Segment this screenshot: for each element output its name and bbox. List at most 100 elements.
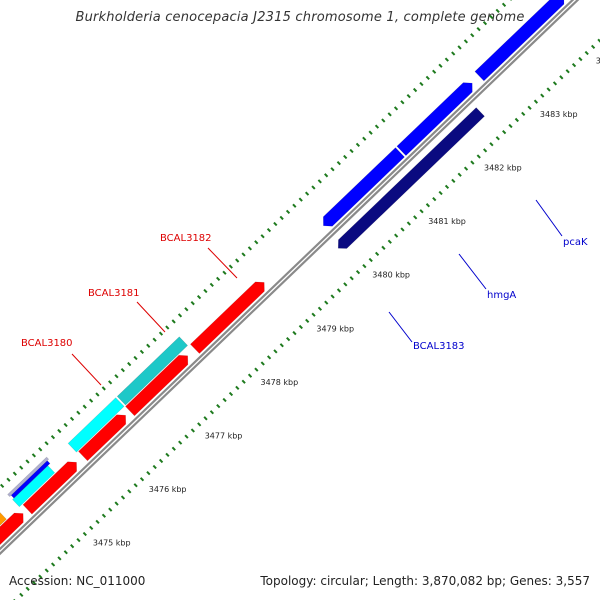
outer-tick-mark	[165, 325, 170, 330]
gene-label-leader	[458, 253, 487, 290]
inner-tick-mark	[336, 288, 342, 293]
accession-text: Accession: NC_011000	[9, 574, 146, 588]
outer-tick-mark	[406, 94, 411, 99]
inner-tick-mark	[584, 50, 589, 56]
gene-label-leader	[136, 301, 166, 333]
inner-tick-mark	[552, 81, 558, 86]
outer-tick-mark	[476, 27, 481, 32]
inner-tick-mark	[95, 519, 100, 524]
outer-tick-mark	[44, 441, 49, 446]
inner-tick-mark	[527, 105, 532, 110]
scale-tick-label: 3484 kbp	[596, 57, 600, 66]
inner-tick-mark	[317, 306, 323, 311]
inner-tick-mark	[374, 251, 380, 257]
inner-tick-mark	[444, 184, 450, 190]
inner-tick-mark	[133, 483, 138, 488]
inner-tick-mark	[362, 263, 367, 269]
gene-feature	[7, 456, 50, 498]
outer-tick-mark	[368, 130, 373, 135]
outer-tick-mark	[0, 483, 5, 488]
gene-label-leader	[388, 311, 413, 343]
outer-tick-mark	[88, 398, 94, 403]
outer-tick-mark	[228, 264, 233, 269]
outer-tick-mark	[158, 331, 164, 336]
backbone-line	[0, 0, 580, 556]
outer-tick-mark	[400, 100, 405, 105]
gene-label: hmgA	[487, 290, 516, 301]
outer-tick-mark	[349, 148, 354, 154]
inner-tick-mark	[241, 379, 246, 384]
inner-tick-mark	[82, 531, 87, 537]
inner-tick-mark	[235, 385, 240, 391]
inner-tick-mark	[565, 69, 570, 74]
gene-feature	[125, 354, 189, 417]
outer-tick-mark	[25, 459, 30, 464]
inner-tick-mark	[324, 300, 329, 305]
outer-tick-mark	[19, 465, 24, 470]
inner-tick-mark	[31, 580, 37, 585]
inner-tick-mark	[25, 586, 30, 591]
gene-feature	[22, 461, 78, 515]
outer-tick-mark	[317, 179, 322, 184]
inner-tick-mark	[400, 227, 405, 232]
outer-tick-mark	[451, 51, 456, 56]
inner-tick-mark	[305, 318, 310, 324]
outer-tick-mark	[324, 173, 329, 178]
outer-tick-mark	[82, 404, 87, 409]
inner-tick-mark	[425, 203, 431, 208]
inner-tick-mark	[394, 233, 399, 238]
outer-tick-mark	[457, 45, 462, 50]
inner-tick-mark	[381, 245, 386, 250]
inner-tick-mark	[197, 422, 202, 427]
inner-tick-mark	[266, 355, 272, 360]
inner-tick-mark	[76, 537, 81, 543]
inner-tick-mark	[89, 525, 94, 531]
scale-tick-label: 3475 kbp	[93, 539, 131, 548]
gene-feature	[337, 107, 485, 249]
outer-tick-mark	[489, 14, 494, 20]
gene-feature	[0, 512, 24, 546]
gene-label-leader	[535, 199, 563, 237]
inner-tick-mark	[451, 178, 456, 183]
outer-tick-mark	[419, 81, 424, 87]
backbone-line	[0, 0, 575, 551]
gene-feature	[116, 336, 189, 406]
outer-tick-mark	[203, 288, 208, 294]
outer-tick-mark	[6, 477, 11, 482]
gene-feature	[0, 512, 7, 526]
outer-tick-mark	[298, 197, 303, 202]
outer-tick-mark	[69, 416, 75, 422]
outer-tick-mark	[412, 87, 418, 93]
inner-tick-mark	[50, 562, 56, 567]
inner-tick-mark	[514, 117, 519, 123]
inner-tick-mark	[343, 282, 348, 287]
outer-tick-mark	[146, 343, 151, 348]
inner-tick-mark	[247, 373, 253, 378]
inner-tick-mark	[57, 556, 62, 561]
inner-tick-mark	[368, 257, 373, 263]
outer-tick-mark	[266, 227, 272, 233]
scale-tick-label: 3477 kbp	[205, 431, 243, 440]
scale-tick-label: 3480 kbp	[372, 271, 410, 280]
inner-tick-mark	[413, 215, 418, 220]
inner-tick-mark	[184, 434, 189, 439]
outer-tick-mark	[304, 191, 310, 196]
inner-tick-mark	[222, 397, 227, 403]
inner-tick-mark	[502, 129, 507, 135]
inner-tick-mark	[597, 38, 600, 43]
inner-tick-mark	[419, 209, 424, 214]
gene-label-leader	[207, 247, 238, 279]
outer-tick-mark	[387, 112, 392, 117]
outer-tick-mark	[216, 276, 221, 281]
scale-tick-label: 3476 kbp	[149, 485, 187, 494]
outer-tick-mark	[177, 313, 183, 318]
outer-tick-mark	[209, 282, 214, 288]
outer-tick-mark	[381, 118, 386, 123]
outer-tick-mark	[196, 294, 202, 300]
outer-tick-mark	[63, 422, 68, 428]
inner-tick-mark	[158, 458, 164, 464]
outer-tick-mark	[101, 386, 106, 391]
outer-tick-mark	[393, 106, 399, 111]
